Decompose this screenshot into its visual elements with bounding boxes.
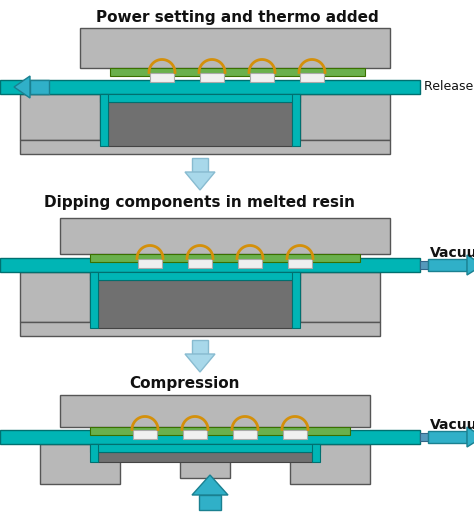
- Bar: [90, 427, 350, 435]
- Text: Vacuum: Vacuum: [430, 418, 474, 432]
- Bar: [183, 430, 207, 438]
- Bar: [20, 272, 90, 322]
- Polygon shape: [467, 427, 474, 447]
- Bar: [160, 444, 250, 460]
- Bar: [300, 72, 324, 82]
- Bar: [90, 272, 98, 328]
- Bar: [0, 430, 420, 444]
- Bar: [80, 28, 390, 68]
- Bar: [312, 444, 320, 462]
- Bar: [288, 259, 312, 267]
- Polygon shape: [14, 76, 30, 98]
- Bar: [40, 444, 120, 484]
- Polygon shape: [192, 475, 228, 495]
- Bar: [60, 218, 390, 254]
- Text: Vacuum: Vacuum: [430, 246, 474, 260]
- Bar: [0, 80, 420, 94]
- Bar: [292, 94, 300, 146]
- Polygon shape: [185, 354, 215, 372]
- Bar: [180, 460, 230, 478]
- Bar: [233, 430, 257, 438]
- Bar: [428, 259, 467, 271]
- Bar: [108, 102, 292, 146]
- Bar: [283, 430, 307, 438]
- Bar: [192, 158, 208, 172]
- Bar: [300, 94, 390, 140]
- Bar: [20, 140, 390, 154]
- Bar: [30, 80, 49, 94]
- Text: Power setting and thermo added: Power setting and thermo added: [96, 10, 378, 25]
- Bar: [292, 272, 300, 328]
- Bar: [98, 452, 312, 462]
- Text: Compression: Compression: [130, 376, 240, 391]
- Bar: [90, 254, 360, 262]
- Bar: [290, 444, 370, 484]
- Bar: [150, 72, 174, 82]
- Bar: [20, 94, 100, 140]
- Bar: [90, 444, 320, 452]
- Bar: [420, 261, 428, 269]
- Polygon shape: [185, 172, 215, 190]
- Bar: [250, 72, 274, 82]
- Bar: [60, 395, 370, 427]
- Bar: [110, 68, 365, 76]
- Bar: [238, 259, 262, 267]
- Bar: [20, 322, 380, 336]
- Bar: [420, 433, 428, 441]
- Bar: [192, 340, 208, 354]
- Polygon shape: [467, 255, 474, 275]
- Bar: [98, 280, 292, 328]
- Bar: [300, 272, 380, 322]
- Bar: [100, 94, 300, 102]
- Bar: [199, 495, 221, 510]
- Bar: [90, 444, 98, 462]
- Bar: [428, 431, 467, 443]
- Bar: [100, 94, 108, 146]
- Text: Release film: Release film: [424, 81, 474, 94]
- Bar: [200, 72, 224, 82]
- Text: Dipping components in melted resin: Dipping components in melted resin: [45, 195, 356, 210]
- Bar: [90, 272, 300, 280]
- Bar: [0, 258, 420, 272]
- Bar: [133, 430, 157, 438]
- Bar: [188, 259, 212, 267]
- Bar: [138, 259, 162, 267]
